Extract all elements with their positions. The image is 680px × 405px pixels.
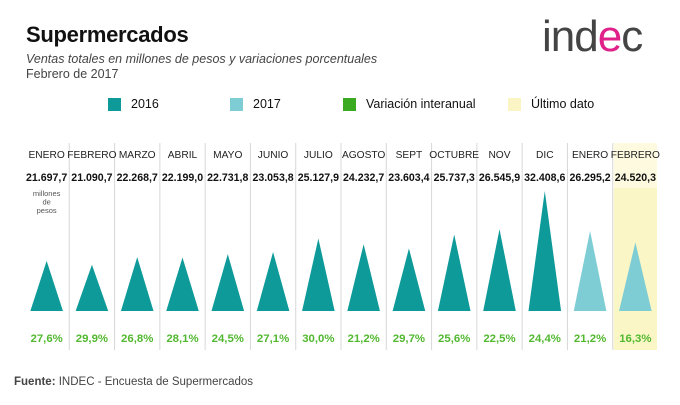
value-label: 24.520,3 xyxy=(615,172,656,184)
sales-bar xyxy=(211,254,245,311)
variation-label: 27,6% xyxy=(30,333,62,345)
month-label: ENERO xyxy=(572,150,608,161)
value-label: 23.603,4 xyxy=(388,172,429,184)
variation-label: 29,7% xyxy=(393,333,425,345)
value-label: 21.697,7 xyxy=(26,172,67,184)
legend-label-variacion: Variación interanual xyxy=(366,97,476,111)
month-label: JULIO xyxy=(304,150,333,161)
value-label: 24.232,7 xyxy=(343,172,384,184)
sales-bar xyxy=(619,242,652,311)
value-label: 22.199,0 xyxy=(162,172,203,184)
legend: 2016 2017 Variación interanual Último da… xyxy=(0,97,680,117)
chart-subtitle: Ventas totales en millones de pesos y va… xyxy=(26,52,378,66)
sales-bar xyxy=(302,238,335,311)
variation-label: 24,4% xyxy=(529,333,561,345)
logo-text-accent: e xyxy=(597,12,623,61)
value-label: 26.295,2 xyxy=(569,172,610,184)
unit-label: de xyxy=(42,198,50,207)
legend-label-2017: 2017 xyxy=(253,97,281,111)
sales-bar xyxy=(392,248,426,311)
indec-logo: indec xyxy=(542,12,643,62)
month-label: SEPT xyxy=(396,150,423,161)
logo-text-end: c xyxy=(621,12,643,61)
legend-swatch-variacion xyxy=(343,97,356,111)
legend-item-2017: 2017 xyxy=(230,97,281,111)
variation-label: 21,2% xyxy=(347,333,379,345)
sales-bar xyxy=(75,264,109,311)
variation-label: 16,3% xyxy=(619,333,651,345)
source-text: INDEC - Encuesta de Supermercados xyxy=(58,376,254,388)
value-label: 25.737,3 xyxy=(434,172,475,184)
legend-label-2016: 2016 xyxy=(131,97,159,111)
month-label: ENERO xyxy=(29,150,65,161)
source-footer: Fuente: INDEC - Encuesta de Supermercado… xyxy=(14,376,253,388)
month-label: FEBRERO xyxy=(611,150,660,161)
chart-period: Febrero de 2017 xyxy=(26,67,119,81)
logo-text-start: ind xyxy=(542,12,599,61)
sales-bar xyxy=(528,191,562,311)
variation-label: 24,5% xyxy=(212,333,244,345)
month-label: AGOSTO xyxy=(342,150,385,161)
legend-swatch-2016 xyxy=(108,97,121,111)
sales-bar xyxy=(483,229,516,311)
month-label: ABRIL xyxy=(168,150,198,161)
sales-bar xyxy=(166,257,199,311)
variation-label: 29,9% xyxy=(76,333,108,345)
source-prefix: Fuente: xyxy=(14,376,56,388)
sales-bar xyxy=(120,257,154,311)
month-label: JUNIO xyxy=(258,150,289,161)
unit-label: millones xyxy=(33,189,61,198)
sales-bar xyxy=(437,234,471,311)
month-label: DIC xyxy=(536,150,554,161)
legend-item-ultimo: Último dato xyxy=(508,97,594,111)
month-label: NOV xyxy=(488,150,510,161)
value-label: 26.545,9 xyxy=(479,172,520,184)
value-label: 22.731,8 xyxy=(207,172,248,184)
value-label: 25.127,9 xyxy=(298,172,339,184)
variation-label: 30,0% xyxy=(302,333,334,345)
variation-label: 26,8% xyxy=(121,333,153,345)
unit-label: pesos xyxy=(37,206,57,215)
legend-swatch-2017 xyxy=(230,97,243,111)
variation-label: 22,5% xyxy=(483,333,515,345)
month-label: MARZO xyxy=(119,150,156,161)
legend-label-ultimo: Último dato xyxy=(531,97,595,111)
value-label: 23.053,8 xyxy=(252,172,293,184)
value-label: 22.268,7 xyxy=(117,172,158,184)
value-label: 32.408,6 xyxy=(524,172,565,184)
value-label: 21.090,7 xyxy=(71,172,112,184)
month-label: FEBRERO xyxy=(67,150,116,161)
month-label: MAYO xyxy=(213,150,242,161)
sales-bar xyxy=(347,244,380,311)
chart-title: Supermercados xyxy=(26,22,189,47)
legend-swatch-ultimo xyxy=(508,97,521,111)
sales-bar xyxy=(30,260,63,311)
variation-label: 25,6% xyxy=(438,333,470,345)
variation-label: 28,1% xyxy=(166,333,198,345)
month-label: OCTUBRE xyxy=(429,150,479,161)
legend-item-2016: 2016 xyxy=(108,97,159,111)
variation-label: 21,2% xyxy=(574,333,606,345)
variation-label: 27,1% xyxy=(257,333,289,345)
sales-bar xyxy=(256,251,290,311)
legend-item-variacion: Variación interanual xyxy=(343,97,476,111)
sales-bar xyxy=(573,230,607,311)
